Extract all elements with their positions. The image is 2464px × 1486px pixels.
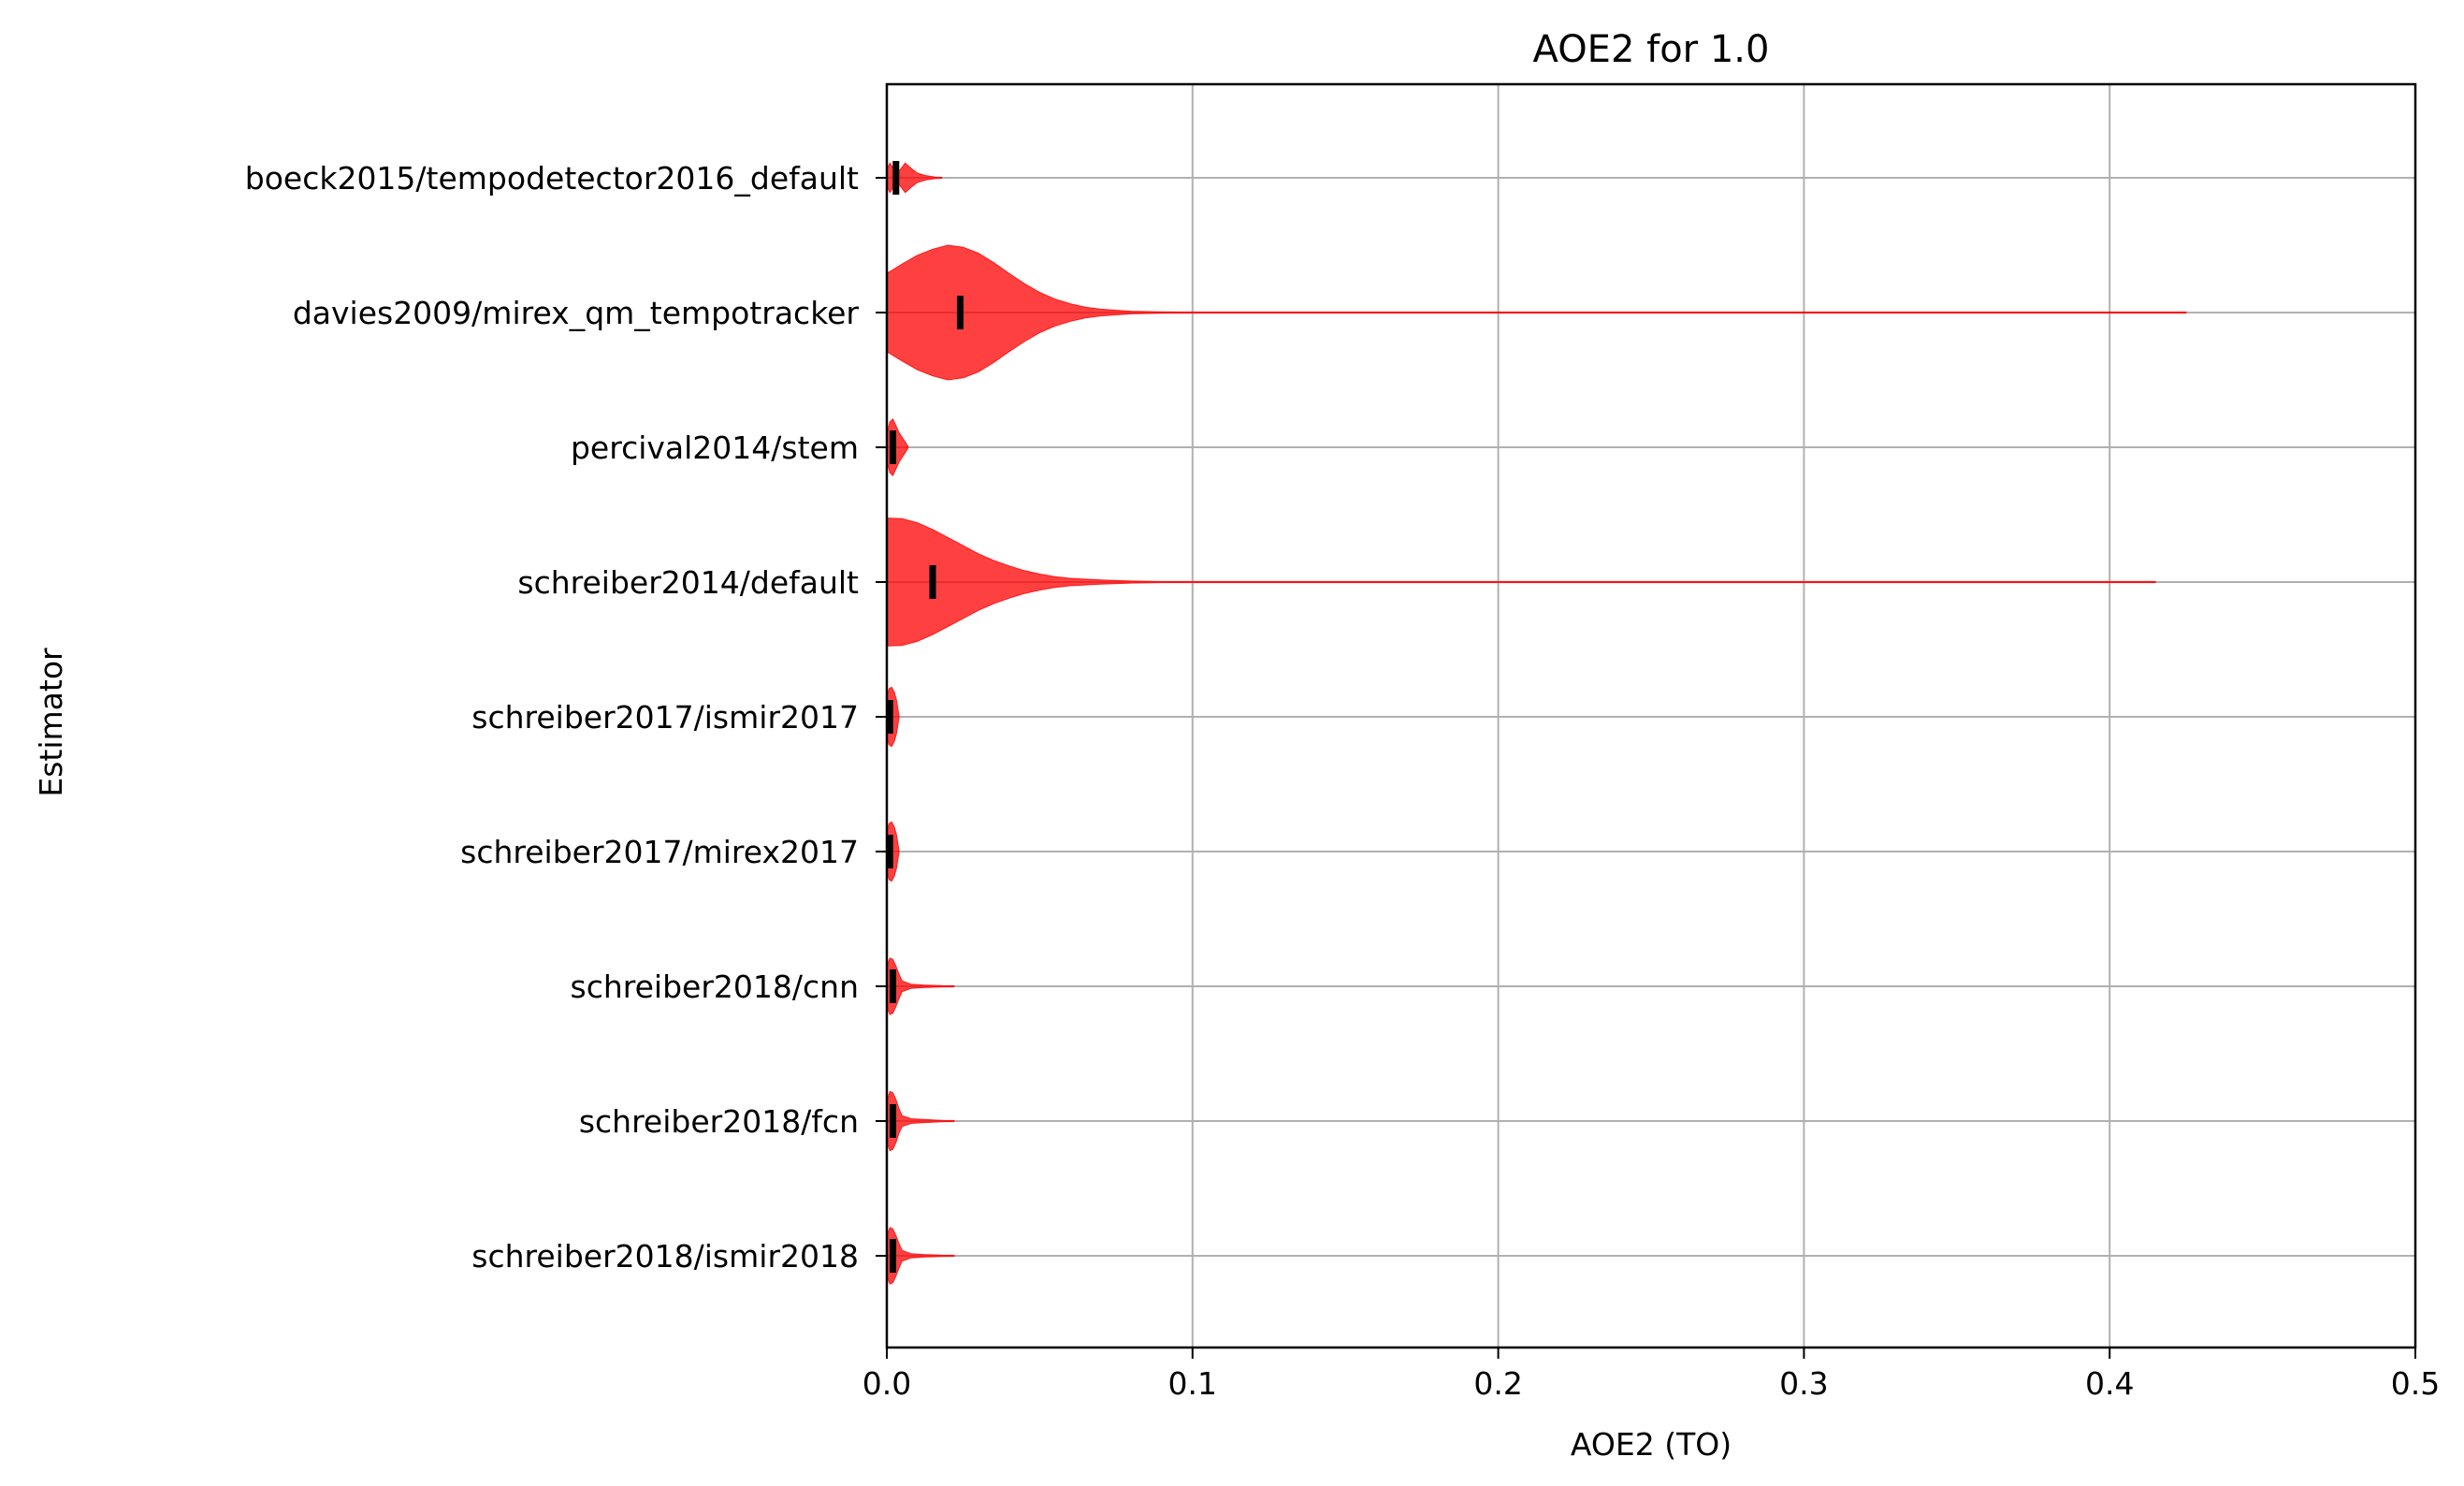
violin-6 [886,957,955,1015]
violin-7 [886,1090,955,1152]
y-tick-label: schreiber2018/ismir2018 [471,1238,859,1275]
y-tick-label: schreiber2018/cnn [571,969,859,1005]
y-tick-label: davies2009/mirex_qm_tempotracker [293,295,860,331]
y-tick-label: schreiber2017/mirex2017 [460,834,859,870]
median-markers [886,161,964,1273]
axis-ticks: 0.0 0.1 0.2 0.3 0.4 0.5 boeck2015/tempodetecto… [245,160,2440,1402]
violin-1 [886,244,2187,381]
y-tick-label: schreiber2017/ismir2017 [471,699,859,736]
x-tick-label: 0.2 [1473,1365,1522,1402]
violin-series [886,162,2187,1285]
y-axis-label: Estimator [33,648,69,797]
violin-8 [886,1227,955,1285]
grid-lines [886,84,2416,1348]
x-tick-label: 0.3 [1779,1365,1828,1402]
chart-title: AOE2 for 1.0 [1533,28,1770,71]
y-tick-label: schreiber2018/fcn [579,1103,859,1140]
x-tick-label: 0.1 [1168,1365,1217,1402]
x-tick-label: 0.4 [2085,1365,2134,1402]
x-tick-label: 0.5 [2391,1365,2440,1402]
x-tick-label: 0.0 [862,1365,911,1402]
violin-3 [886,517,2156,647]
y-tick-label: percival2014/stem [571,430,859,466]
y-tick-label: boeck2015/tempodetector2016_default [245,160,859,197]
y-tick-label: schreiber2014/default [517,564,859,601]
x-axis-label: AOE2 (TO) [1571,1426,1732,1463]
